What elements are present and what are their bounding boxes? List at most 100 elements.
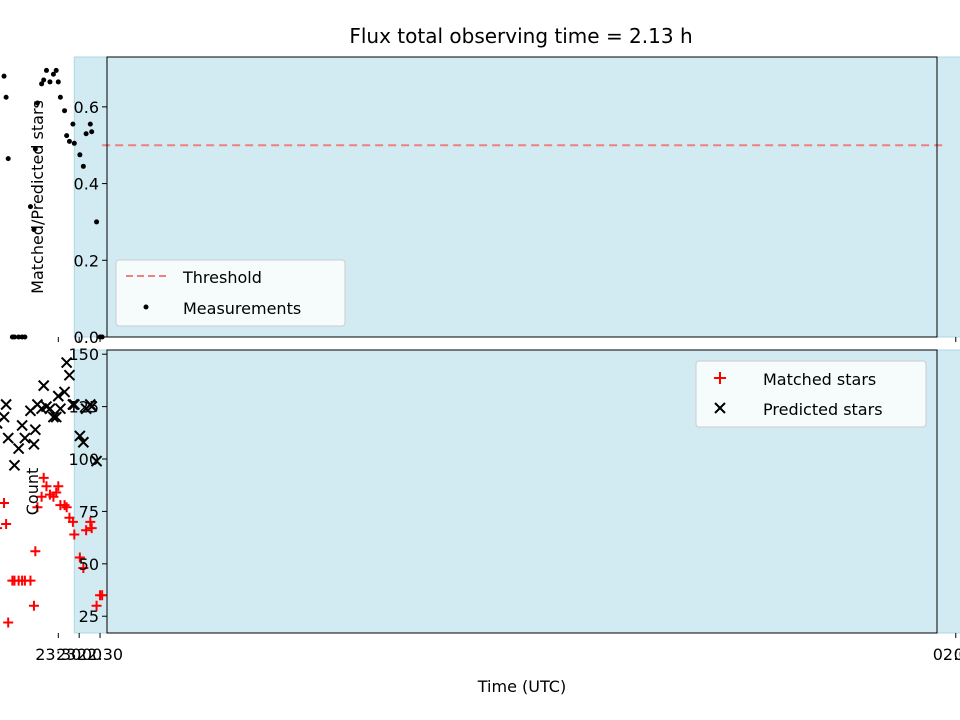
y-tick-label: 75 [79, 502, 99, 521]
measurement-points [1, 67, 105, 340]
y-axis-ticks: 25 50 75 100 125 150 [68, 345, 107, 626]
legend: Threshold Measurements [115, 259, 346, 327]
measurement-point [3, 94, 9, 100]
predicted-point [77, 436, 90, 448]
y-axis-label: Count [23, 468, 42, 516]
predicted-point [58, 386, 71, 398]
measurement-point [31, 227, 37, 233]
measurement-point [34, 100, 40, 106]
predicted-point [67, 398, 79, 411]
measurement-point [19, 334, 25, 340]
measurement-point [5, 156, 11, 162]
matched-point [28, 600, 39, 611]
measurement-point [9, 334, 15, 340]
measurement-point [77, 152, 83, 158]
y-axis-ticks: 0.0 0.2 0.4 0.6 [74, 98, 107, 347]
y-axis-label: Matched/Predicted stars [28, 100, 47, 294]
predicted-point [90, 455, 103, 467]
measurements-legend-label: Measurements [183, 299, 301, 318]
matched-point [32, 502, 43, 513]
y-tick-label: 0.4 [74, 175, 99, 194]
predicted-point [24, 405, 37, 417]
legend: Matched stars Predicted stars [695, 360, 927, 428]
predicted-point [74, 430, 86, 442]
plot-frame [106, 349, 938, 634]
measurement-point [27, 204, 33, 210]
matched-point [36, 491, 47, 502]
chart-title: Flux total observing time = 2.13 h [349, 24, 692, 48]
predicted-point [60, 356, 73, 369]
measurement-point [41, 77, 47, 83]
matched-point [55, 500, 66, 511]
matched-point [69, 529, 80, 540]
measurement-point [1, 73, 7, 79]
predicted-point [47, 411, 60, 423]
matched-point [30, 546, 41, 557]
count-panel: 25 50 75 100 125 150 22:3023:0023:3000:0000:3… [0, 345, 960, 696]
predicted-legend-label: Predicted stars [763, 400, 883, 419]
predicted-point [54, 402, 67, 415]
y-tick-label: 25 [79, 607, 99, 626]
matched-point [85, 516, 96, 527]
measurement-point [57, 94, 63, 100]
matched-point [95, 590, 106, 601]
matched-point [81, 525, 92, 536]
measurement-point [43, 67, 49, 73]
y-tick-label: 150 [68, 345, 99, 364]
plot-frame [106, 56, 938, 338]
measurement-point [64, 133, 70, 139]
x-tick-label: 23:30 [35, 645, 81, 664]
threshold-legend-label: Threshold [182, 268, 262, 287]
x-axis-ticks [57, 337, 957, 342]
measurement-point [32, 146, 38, 152]
predicted-point [37, 379, 50, 392]
predicted-point [19, 432, 31, 444]
y-tick-label: 0.2 [74, 251, 99, 270]
matched-point [64, 512, 75, 523]
predicted-point [63, 369, 76, 381]
predicted-legend-marker [714, 402, 726, 414]
measurement-point [16, 334, 22, 340]
measurement-point [66, 138, 72, 144]
predicted-point [29, 423, 42, 436]
matched-point [38, 472, 49, 483]
predicted-point [50, 411, 62, 423]
x-tick-label: 02:00 [933, 645, 960, 664]
predicted-point [12, 442, 25, 455]
predicted-point [28, 438, 40, 451]
matched-point [53, 481, 64, 492]
measurement-point [89, 129, 95, 135]
x-axis-label: Time (UTC) [477, 677, 566, 696]
measurement-point [53, 67, 59, 73]
x-tick-label: 01:30 [954, 645, 960, 664]
matched-point [86, 523, 97, 534]
legend-box [695, 360, 927, 428]
y-tick-label: 0.6 [74, 98, 99, 117]
measurement-point [62, 108, 68, 114]
x-tick-label: 22:30 [77, 645, 123, 664]
measurement-point [70, 121, 76, 127]
predicted-point [0, 417, 3, 430]
y-tick-label: 50 [79, 555, 99, 574]
matched-point [1, 518, 12, 529]
measurement-point [39, 81, 45, 87]
measurement-point [83, 131, 89, 137]
matched-point [78, 563, 89, 574]
y-tick-label: 0.0 [74, 328, 99, 347]
measurement-point [94, 219, 100, 225]
predicted-point [8, 459, 21, 472]
matched-points [0, 472, 108, 628]
matched-legend-marker [714, 372, 726, 384]
measurement-point [87, 121, 93, 127]
matched-legend-label: Matched stars [763, 370, 876, 389]
y-tick-label: 100 [68, 450, 99, 469]
matched-point [61, 502, 72, 513]
matched-point [91, 600, 102, 611]
measurements-legend-marker [143, 304, 149, 310]
predicted-point [16, 419, 28, 432]
matched-point [0, 498, 10, 509]
matched-point [7, 575, 18, 586]
predicted-point [52, 390, 65, 402]
